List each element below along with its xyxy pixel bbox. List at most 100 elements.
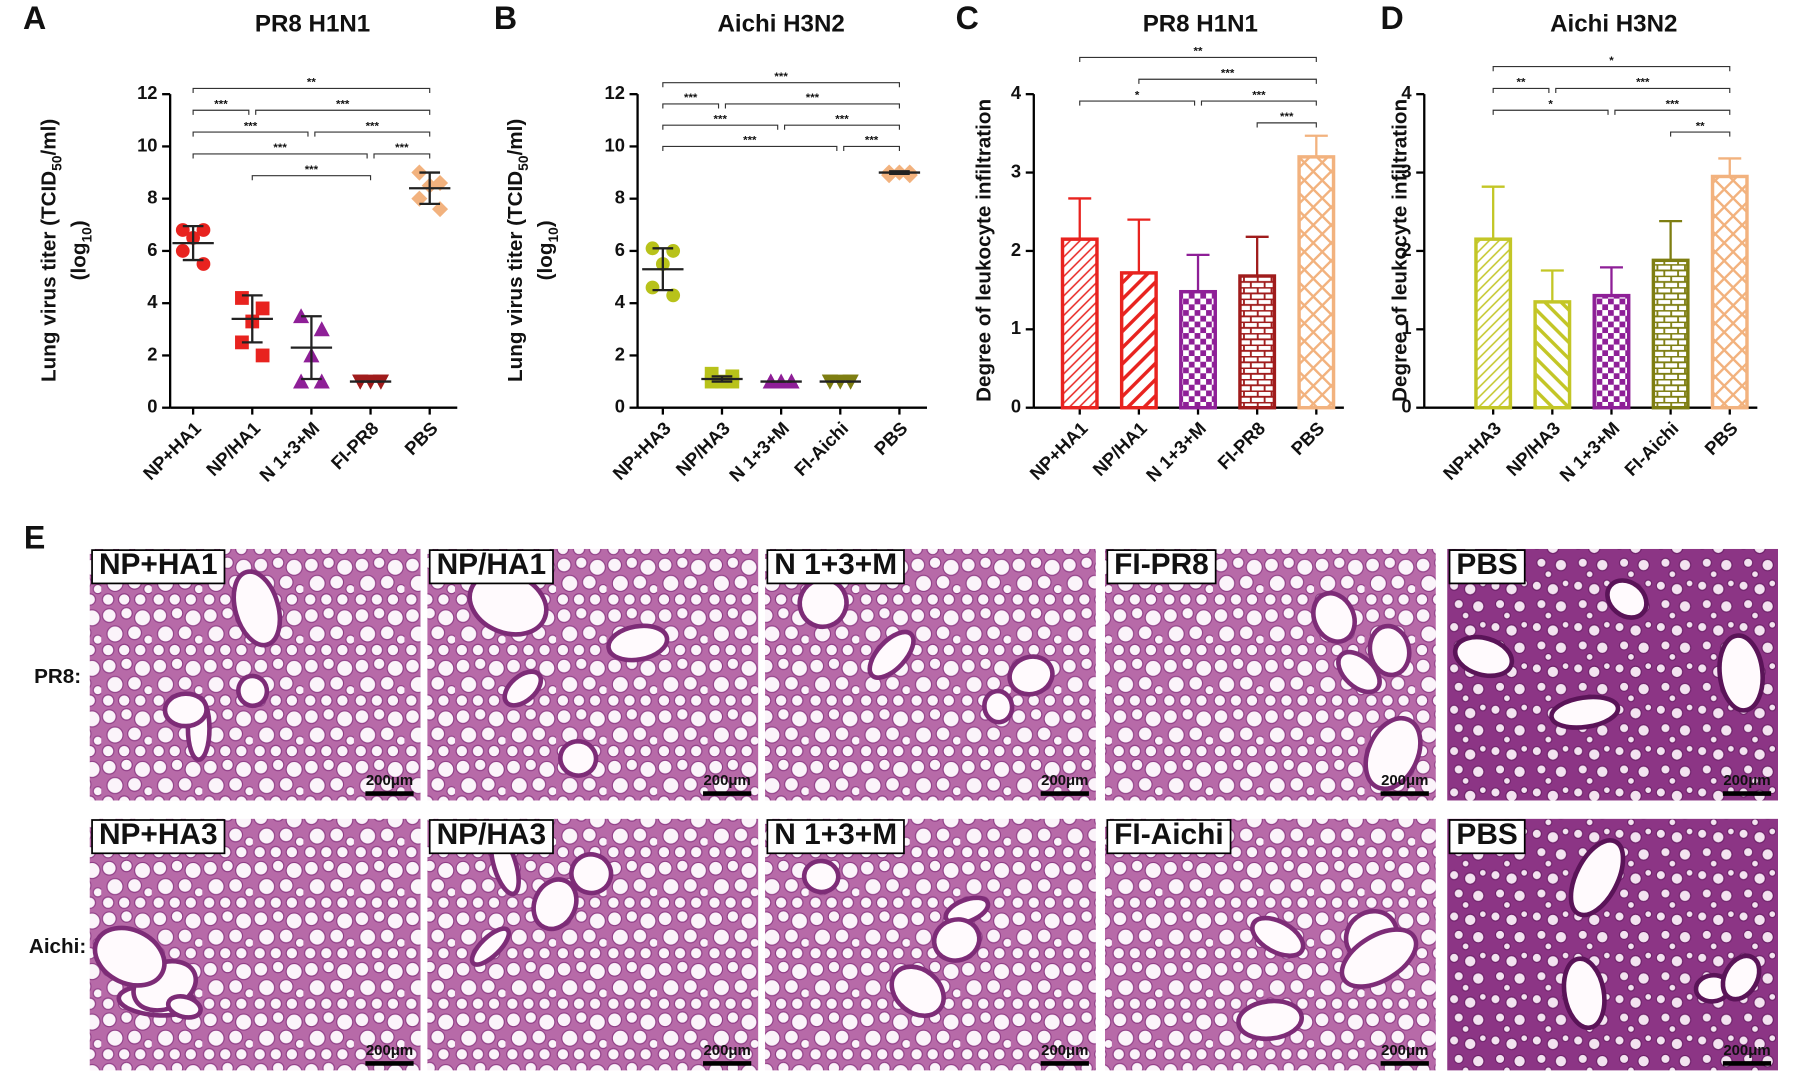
airway bbox=[1561, 956, 1607, 1031]
airway bbox=[606, 623, 670, 663]
x-tick-label: NP+HA3 bbox=[1439, 417, 1505, 483]
y-tick-label: 3 bbox=[1401, 160, 1411, 181]
significance-label: *** bbox=[336, 99, 350, 111]
error-bar bbox=[1599, 266, 1623, 296]
significance-bracket bbox=[1200, 100, 1317, 106]
image-label: NP/HA3 bbox=[437, 818, 547, 851]
airway bbox=[1367, 623, 1412, 678]
significance-bracket bbox=[192, 131, 309, 137]
panel-letter: E bbox=[24, 519, 45, 555]
y-tick-label: 4 bbox=[1011, 82, 1022, 103]
image-label: FI-PR8 bbox=[1114, 548, 1209, 581]
y-tick-label: 2 bbox=[147, 343, 157, 364]
airway bbox=[92, 925, 167, 988]
error-bar bbox=[1540, 269, 1564, 302]
x-tick-label: PBS bbox=[870, 417, 912, 459]
airway bbox=[1339, 927, 1419, 989]
y-tick-label: 4 bbox=[1401, 82, 1412, 103]
significance-label: *** bbox=[366, 120, 380, 132]
bar bbox=[1119, 271, 1158, 410]
data-point bbox=[235, 291, 249, 305]
y-axis-label-part: Lung virus titer (TCID bbox=[504, 171, 527, 382]
significance-label: *** bbox=[774, 71, 788, 83]
y-tick-label: 0 bbox=[1011, 396, 1021, 417]
scale-bar-label: 200μm bbox=[1041, 772, 1088, 789]
significance-bracket bbox=[662, 145, 838, 152]
x-tick-label: NP+HA1 bbox=[139, 417, 205, 483]
significance-bracket bbox=[1138, 78, 1317, 84]
airway bbox=[165, 994, 203, 1020]
significance-label: * bbox=[1135, 89, 1140, 101]
y-axis-label-part: 50 bbox=[50, 155, 65, 171]
significance-label: *** bbox=[806, 92, 820, 104]
airway bbox=[531, 877, 579, 932]
significance-bracket bbox=[314, 131, 431, 137]
significance-bracket bbox=[1555, 87, 1731, 94]
significance-label: *** bbox=[714, 113, 728, 125]
panel-letter: A bbox=[23, 0, 46, 36]
y-axis-label: (log10) bbox=[68, 220, 95, 280]
significance-label: *** bbox=[1666, 99, 1680, 111]
significance-bracket bbox=[662, 103, 720, 109]
scale-bar-label: 200μm bbox=[1723, 772, 1770, 789]
y-axis-label-part: ) bbox=[68, 220, 91, 227]
significance-label: *** bbox=[1252, 89, 1266, 101]
y-tick-label: 4 bbox=[147, 291, 158, 312]
y-axis-label-part: Lung virus titer (TCID bbox=[38, 171, 61, 382]
significance-bracket bbox=[192, 153, 368, 159]
y-axis-label-part: 10 bbox=[546, 227, 561, 243]
image-label-box bbox=[766, 549, 905, 585]
image-label-box bbox=[91, 819, 226, 855]
x-tick-label: NP+HA1 bbox=[1025, 417, 1091, 483]
significance-label: * bbox=[1609, 55, 1614, 67]
x-tick-label: FI-Aichi bbox=[790, 417, 852, 479]
image-label-box bbox=[1448, 819, 1526, 855]
significance-label: ** bbox=[1517, 77, 1526, 89]
image-label: N 1+3+M bbox=[774, 818, 897, 851]
airway bbox=[1311, 591, 1357, 644]
error-bar bbox=[1127, 218, 1151, 273]
image-label: NP+HA1 bbox=[99, 548, 218, 581]
airway bbox=[231, 569, 283, 648]
x-tick-label: NP+HA3 bbox=[608, 417, 674, 483]
y-axis-label-part: 10 bbox=[80, 227, 95, 243]
image-label-box bbox=[428, 549, 554, 585]
scale-bar-label: 200μm bbox=[704, 772, 751, 789]
data-point bbox=[411, 190, 428, 207]
image-label: PBS bbox=[1456, 818, 1517, 851]
y-axis-label: (log10) bbox=[534, 220, 561, 280]
x-tick-label: N 1+3+M bbox=[725, 417, 793, 485]
error-bar bbox=[1245, 235, 1269, 277]
x-tick-label: PBS bbox=[1700, 417, 1742, 459]
chart-title: Aichi H3N2 bbox=[1550, 11, 1677, 38]
data-point bbox=[255, 348, 270, 363]
airway bbox=[502, 669, 544, 708]
scale-bar-label: 200μm bbox=[1723, 1042, 1770, 1059]
x-tick-label: N 1+3+M bbox=[1555, 417, 1623, 485]
x-tick-label: PBS bbox=[400, 417, 442, 459]
y-axis-label-part: Degree of leukocyte infiltration bbox=[1389, 99, 1412, 402]
sd-bar bbox=[241, 294, 263, 344]
airway bbox=[162, 691, 209, 729]
scale-bar-label: 200μm bbox=[366, 772, 413, 789]
significance-bracket bbox=[1670, 131, 1731, 137]
significance-bracket bbox=[1256, 122, 1317, 128]
significance-bracket bbox=[192, 109, 250, 115]
panel-letter: C bbox=[956, 0, 979, 36]
image-label: NP/HA1 bbox=[437, 548, 547, 581]
significance-label: *** bbox=[835, 113, 849, 125]
airway bbox=[1720, 953, 1762, 1002]
row-label: PR8: bbox=[34, 665, 81, 688]
airway bbox=[1236, 998, 1304, 1042]
x-tick-label: FI-Aichi bbox=[1620, 417, 1682, 479]
airway bbox=[469, 926, 512, 967]
airway bbox=[1549, 694, 1621, 730]
y-tick-label: 0 bbox=[615, 396, 625, 417]
y-tick-label: 10 bbox=[605, 134, 625, 155]
airway bbox=[982, 688, 1015, 725]
sd-bar bbox=[711, 375, 733, 383]
data-point bbox=[666, 244, 681, 258]
significance-label: *** bbox=[1280, 111, 1294, 123]
sd-bar bbox=[889, 170, 910, 176]
airway bbox=[801, 858, 841, 895]
